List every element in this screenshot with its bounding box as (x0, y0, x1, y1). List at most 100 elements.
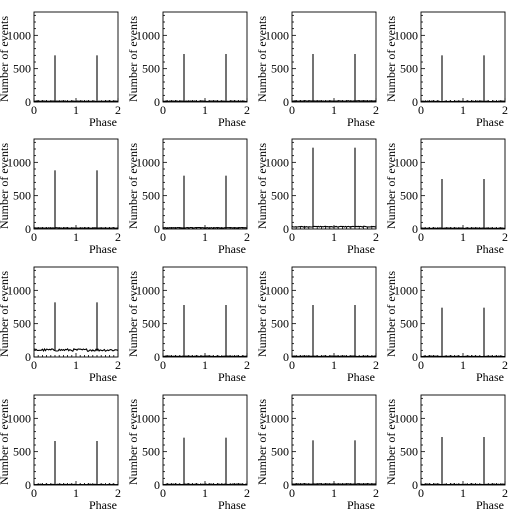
y-tick-label: 500 (142, 62, 160, 76)
y-tick-label: 500 (400, 62, 418, 76)
y-tick-label: 0 (25, 478, 31, 492)
y-tick-label: 0 (412, 350, 418, 364)
x-tick-label: 2 (373, 358, 379, 372)
x-tick-label: 2 (244, 230, 250, 244)
y-axis-label: Number of events (0, 16, 11, 102)
y-axis-label: Number of events (384, 271, 398, 357)
panel-13: 0 1 2 0 500 1000 Phase Number of events (0, 394, 121, 509)
x-tick-label: 0 (31, 358, 37, 372)
y-tick-label: 500 (400, 445, 418, 459)
y-tick-label: 500 (13, 189, 31, 203)
panel-11: 0 1 2 0 500 1000 Phase Number of events (255, 266, 379, 384)
y-axis-label: Number of events (384, 143, 398, 229)
x-axis-label: Phase (218, 498, 246, 509)
y-tick-label: 1000 (136, 411, 160, 425)
x-tick-label: 1 (460, 230, 466, 244)
y-tick-label: 500 (271, 317, 289, 331)
x-tick-label: 2 (502, 358, 508, 372)
y-tick-label: 0 (25, 95, 31, 109)
panel-7: 0 1 2 0 500 1000 Phase Number of events (255, 138, 379, 256)
x-tick-label: 1 (331, 486, 337, 500)
x-tick-label: 0 (289, 230, 295, 244)
y-tick-label: 500 (271, 62, 289, 76)
plot-frame (33, 138, 119, 230)
x-tick-label: 0 (418, 358, 424, 372)
panel-4: 0 1 2 0 500 1000 Phase Number of events (384, 11, 508, 129)
plot-frame (33, 266, 119, 358)
y-axis-label: Number of events (126, 271, 140, 357)
y-axis-label: Number of events (0, 271, 11, 357)
y-tick-label: 0 (25, 350, 31, 364)
y-axis-label: Number of events (126, 16, 140, 102)
y-tick-label: 0 (412, 478, 418, 492)
plot-frame (291, 138, 377, 230)
y-tick-label: 0 (154, 350, 160, 364)
y-tick-label: 500 (400, 317, 418, 331)
y-tick-label: 0 (283, 478, 289, 492)
panel-1: 0 1 2 0 500 1000 Phase Number of events (0, 11, 121, 129)
y-tick-label: 1000 (7, 28, 31, 42)
panel-3: 0 1 2 0 500 1000 Phase Number of events (255, 11, 379, 129)
y-tick-label: 0 (25, 222, 31, 236)
y-tick-label: 500 (271, 445, 289, 459)
x-tick-label: 0 (31, 486, 37, 500)
panel-14: 0 1 2 0 500 1000 Phase Number of events (126, 394, 250, 509)
x-axis-label: Phase (89, 115, 117, 129)
plot-frame (420, 266, 506, 358)
y-tick-label: 500 (271, 189, 289, 203)
x-axis-label: Phase (476, 115, 504, 129)
y-tick-label: 1000 (265, 28, 289, 42)
plot-frame (162, 11, 248, 103)
x-axis-label: Phase (218, 370, 246, 384)
y-tick-label: 500 (142, 445, 160, 459)
x-axis-label: Phase (89, 370, 117, 384)
x-axis-label: Phase (476, 370, 504, 384)
y-axis-label: Number of events (0, 143, 11, 229)
plot-frame (291, 266, 377, 358)
y-axis-label: Number of events (255, 399, 269, 485)
panel-10: 0 1 2 0 500 1000 Phase Number of events (126, 266, 250, 384)
x-tick-label: 1 (331, 358, 337, 372)
x-tick-label: 2 (502, 230, 508, 244)
x-tick-label: 1 (460, 358, 466, 372)
y-tick-label: 500 (13, 317, 31, 331)
x-axis-label: Phase (347, 242, 375, 256)
y-tick-label: 0 (283, 222, 289, 236)
x-tick-label: 2 (115, 486, 121, 500)
x-tick-label: 1 (202, 230, 208, 244)
panel-15: 0 1 2 0 500 1000 Phase Number of events (255, 394, 379, 509)
x-axis-label: Phase (347, 115, 375, 129)
y-tick-label: 1000 (265, 283, 289, 297)
y-tick-label: 0 (283, 95, 289, 109)
panel-2: 0 1 2 0 500 1000 Phase Number of events (126, 11, 250, 129)
x-tick-label: 1 (73, 103, 79, 117)
x-tick-label: 2 (244, 486, 250, 500)
y-axis-label: Number of events (255, 271, 269, 357)
x-tick-label: 0 (160, 103, 166, 117)
plot-frame (291, 11, 377, 103)
panel-16: 0 1 2 0 500 1000 Phase Number of events (384, 394, 508, 509)
y-tick-label: 1000 (265, 411, 289, 425)
y-axis-label: Number of events (255, 143, 269, 229)
y-tick-label: 500 (13, 62, 31, 76)
panel-5: 0 1 2 0 500 1000 Phase Number of events (0, 138, 121, 256)
x-tick-label: 2 (115, 358, 121, 372)
x-tick-label: 1 (331, 103, 337, 117)
x-tick-label: 0 (418, 103, 424, 117)
x-tick-label: 2 (373, 103, 379, 117)
x-axis-label: Phase (347, 370, 375, 384)
plot-frame (420, 138, 506, 230)
x-axis-label: Phase (218, 115, 246, 129)
y-tick-label: 1000 (265, 155, 289, 169)
x-axis-label: Phase (347, 498, 375, 509)
x-axis-label: Phase (218, 242, 246, 256)
y-axis-label: Number of events (126, 143, 140, 229)
x-tick-label: 0 (418, 486, 424, 500)
x-tick-label: 1 (460, 486, 466, 500)
panel-8: 0 1 2 0 500 1000 Phase Number of events (384, 138, 508, 256)
x-tick-label: 0 (160, 486, 166, 500)
y-tick-label: 1000 (7, 283, 31, 297)
y-tick-label: 500 (142, 317, 160, 331)
y-tick-label: 1000 (394, 28, 418, 42)
